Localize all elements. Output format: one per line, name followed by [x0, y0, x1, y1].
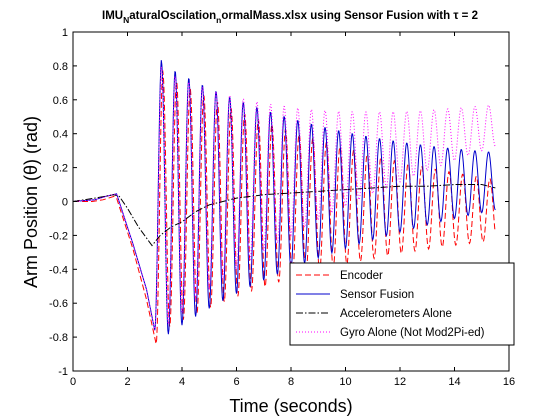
x-tick-label: 4 [179, 376, 185, 388]
y-tick-label: 1 [62, 27, 68, 39]
x-tick-label: 2 [124, 376, 130, 388]
y-tick-label: 0.8 [53, 61, 68, 73]
tick-layer: 0 2 4 6 8 10 12 14 16 -1 -0.8 -0.6 -0.4 -0.2 0 0.2 0.4 0.… [49, 27, 515, 388]
series-line-accelerometers-alone [72, 184, 496, 247]
y-tick-label: -0.6 [49, 298, 68, 310]
y-tick-label: -0.4 [49, 264, 68, 276]
legend-label-sensor-fusion: Sensor Fusion [340, 289, 414, 301]
x-tick-label: 10 [339, 376, 351, 388]
x-tick-label: 8 [288, 376, 294, 388]
series-line-sensor-fusion [72, 60, 496, 335]
x-tick-label: 12 [394, 376, 406, 388]
chart-title: IMUNaturalOscilationnormalMass.xlsx usin… [102, 10, 478, 25]
x-tick-label: 16 [503, 376, 515, 388]
y-tick-label: 0.2 [53, 163, 68, 175]
legend-label-encoder: Encoder [340, 270, 383, 282]
y-tick-label: -0.2 [49, 230, 68, 242]
x-tick-label: 0 [70, 376, 76, 388]
y-axis-label: Arm Position (θ) (rad) [21, 116, 41, 288]
y-tick-label: 0 [62, 197, 68, 209]
y-tick-label: 0.4 [53, 129, 68, 141]
y-tick-label: -1 [58, 366, 68, 378]
x-tick-label: 6 [233, 376, 239, 388]
x-axis-label: Time (seconds) [229, 396, 352, 416]
legend-box [289, 262, 515, 346]
legend-label-gyro: Gyro Alone (Not Mod2Pi-ed) [340, 327, 485, 339]
legend: Encoder Sensor Fusion Accelerometers Alo… [289, 262, 515, 346]
series-layer [72, 60, 496, 344]
x-tick-label: 14 [448, 376, 460, 388]
y-tick-label: 0.6 [53, 95, 68, 107]
y-tick-label: -0.8 [49, 332, 68, 344]
legend-label-accelerometers: Accelerometers Alone [340, 308, 452, 320]
